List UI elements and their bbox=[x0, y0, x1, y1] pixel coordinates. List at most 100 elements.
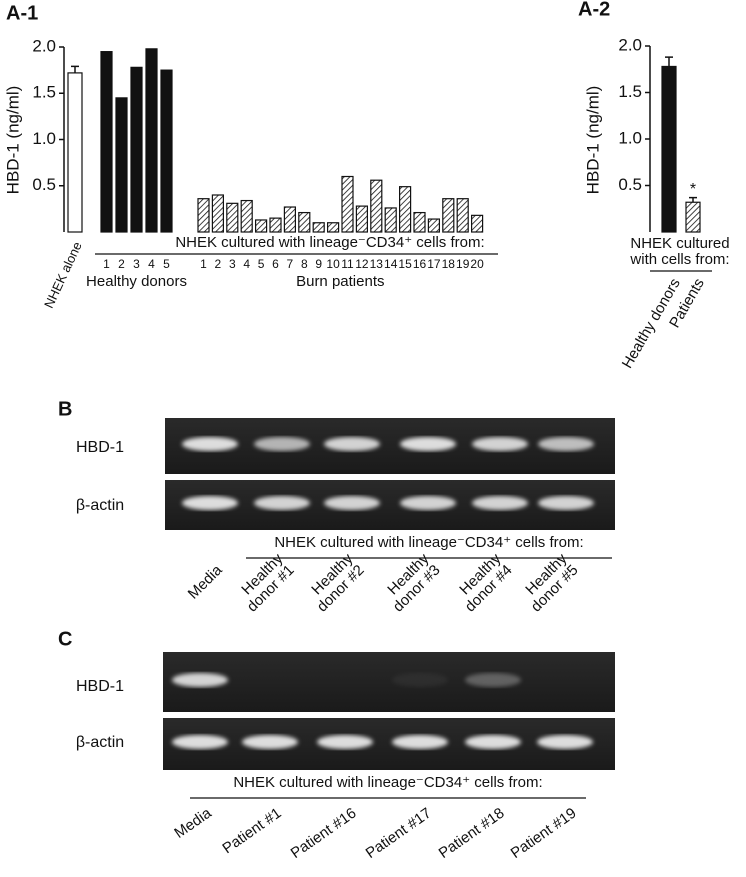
annotation: * bbox=[690, 181, 696, 198]
x-tick-label: 10 bbox=[326, 257, 340, 271]
gel-band bbox=[538, 496, 594, 510]
lane-label: Patient #19 bbox=[508, 805, 580, 862]
gel-band bbox=[172, 735, 228, 749]
lane-label: Patient #18 bbox=[436, 805, 508, 862]
x-tick-label: 7 bbox=[287, 257, 294, 271]
error-bar bbox=[689, 196, 697, 203]
lane-label: Patient #17 bbox=[363, 805, 435, 862]
gel-band bbox=[254, 496, 310, 510]
x-tick-label: 9 bbox=[315, 257, 322, 271]
x-axis-label: NHEK cultured with lineage⁻CD34⁺ cells f… bbox=[274, 534, 583, 551]
gel-band bbox=[317, 735, 373, 749]
bar bbox=[327, 222, 340, 233]
bar bbox=[355, 205, 368, 233]
y-tick-label: 0.5 bbox=[32, 175, 56, 194]
x-axis-label: with cells from: bbox=[629, 251, 729, 268]
bar bbox=[661, 65, 677, 233]
bar bbox=[211, 194, 224, 233]
panel-label: B bbox=[58, 398, 72, 420]
bar bbox=[442, 198, 455, 233]
bar bbox=[312, 222, 325, 233]
bar bbox=[685, 201, 701, 233]
x-tick-label: 13 bbox=[370, 257, 384, 271]
x-tick-label: 1 bbox=[200, 257, 207, 271]
bar bbox=[399, 186, 412, 233]
group-label: Burn patients bbox=[296, 273, 384, 290]
x-axis-label: NHEK cultured with lineage⁻CD34⁺ cells f… bbox=[233, 774, 542, 791]
gel-band bbox=[172, 673, 228, 687]
bar bbox=[427, 218, 440, 233]
x-tick-label: 4 bbox=[243, 257, 250, 271]
lane-label: Media bbox=[185, 561, 226, 602]
x-tick-label: 14 bbox=[384, 257, 398, 271]
x-tick-label: 2 bbox=[215, 257, 222, 271]
gel-band bbox=[392, 735, 448, 749]
lane-label: Patient #1 bbox=[219, 805, 284, 858]
y-tick-label: 1.0 bbox=[32, 129, 56, 148]
panel-label: A-1 bbox=[6, 2, 38, 24]
gel-band bbox=[182, 437, 238, 451]
bar bbox=[67, 72, 83, 233]
gel-band bbox=[324, 496, 380, 510]
x-tick-label: 15 bbox=[398, 257, 412, 271]
x-tick-label: 3 bbox=[133, 257, 140, 271]
y-axis-label: HBD-1 (ng/ml) bbox=[583, 86, 602, 195]
panel-label: A-2 bbox=[578, 0, 610, 20]
x-axis-label: NHEK cultured with lineage⁻CD34⁺ cells f… bbox=[175, 234, 484, 251]
x-tick-label: NHEK alone bbox=[41, 239, 85, 310]
error-bar bbox=[71, 65, 79, 73]
gel-band bbox=[254, 437, 310, 451]
x-tick-label: 4 bbox=[148, 257, 155, 271]
x-tick-label: 5 bbox=[163, 257, 170, 271]
y-tick-label: 1.0 bbox=[618, 128, 642, 147]
x-tick-label: 20 bbox=[470, 257, 484, 271]
lane-label: Patient #16 bbox=[288, 805, 360, 862]
bar bbox=[255, 219, 268, 233]
gel-strip bbox=[163, 652, 615, 712]
gel-band bbox=[537, 735, 593, 749]
bar bbox=[226, 202, 239, 233]
gel-band bbox=[472, 496, 528, 510]
bar bbox=[370, 179, 383, 233]
y-tick-label: 1.5 bbox=[32, 83, 56, 102]
x-tick-label: 18 bbox=[442, 257, 456, 271]
y-tick-label: 1.5 bbox=[618, 82, 642, 101]
y-tick-label: 2.0 bbox=[618, 35, 642, 54]
row-label: HBD-1 bbox=[76, 439, 124, 456]
bar bbox=[269, 217, 282, 233]
gel-band bbox=[182, 496, 238, 510]
bar bbox=[471, 214, 484, 233]
gel-band bbox=[400, 437, 456, 451]
group-label: Healthy donors bbox=[86, 273, 187, 290]
y-tick-label: 0.5 bbox=[618, 175, 642, 194]
gel-band bbox=[465, 673, 521, 687]
gel-band bbox=[242, 735, 298, 749]
bar bbox=[197, 198, 210, 233]
x-tick-label: 1 bbox=[103, 257, 110, 271]
x-tick-label: 19 bbox=[456, 257, 470, 271]
x-tick-label: 3 bbox=[229, 257, 236, 271]
panel-label: C bbox=[58, 628, 72, 650]
bar bbox=[298, 211, 311, 233]
bar bbox=[456, 198, 469, 233]
gel-band bbox=[400, 496, 456, 510]
bar bbox=[160, 69, 173, 233]
y-tick-label: 2.0 bbox=[32, 36, 56, 55]
x-tick-label: 8 bbox=[301, 257, 308, 271]
bar bbox=[384, 207, 397, 233]
gel-band bbox=[472, 437, 528, 451]
gel-band bbox=[465, 735, 521, 749]
bar bbox=[240, 199, 253, 233]
row-label: β-actin bbox=[76, 734, 124, 751]
bar bbox=[115, 97, 128, 233]
bar bbox=[341, 175, 354, 233]
x-tick-label: 11 bbox=[341, 257, 354, 271]
x-tick-label: 17 bbox=[427, 257, 441, 271]
error-bar bbox=[665, 56, 673, 67]
x-tick-label: 16 bbox=[413, 257, 427, 271]
gel-band bbox=[324, 437, 380, 451]
x-tick-label: 12 bbox=[355, 257, 369, 271]
bar bbox=[100, 51, 113, 233]
x-axis-label: NHEK cultured bbox=[630, 235, 729, 252]
